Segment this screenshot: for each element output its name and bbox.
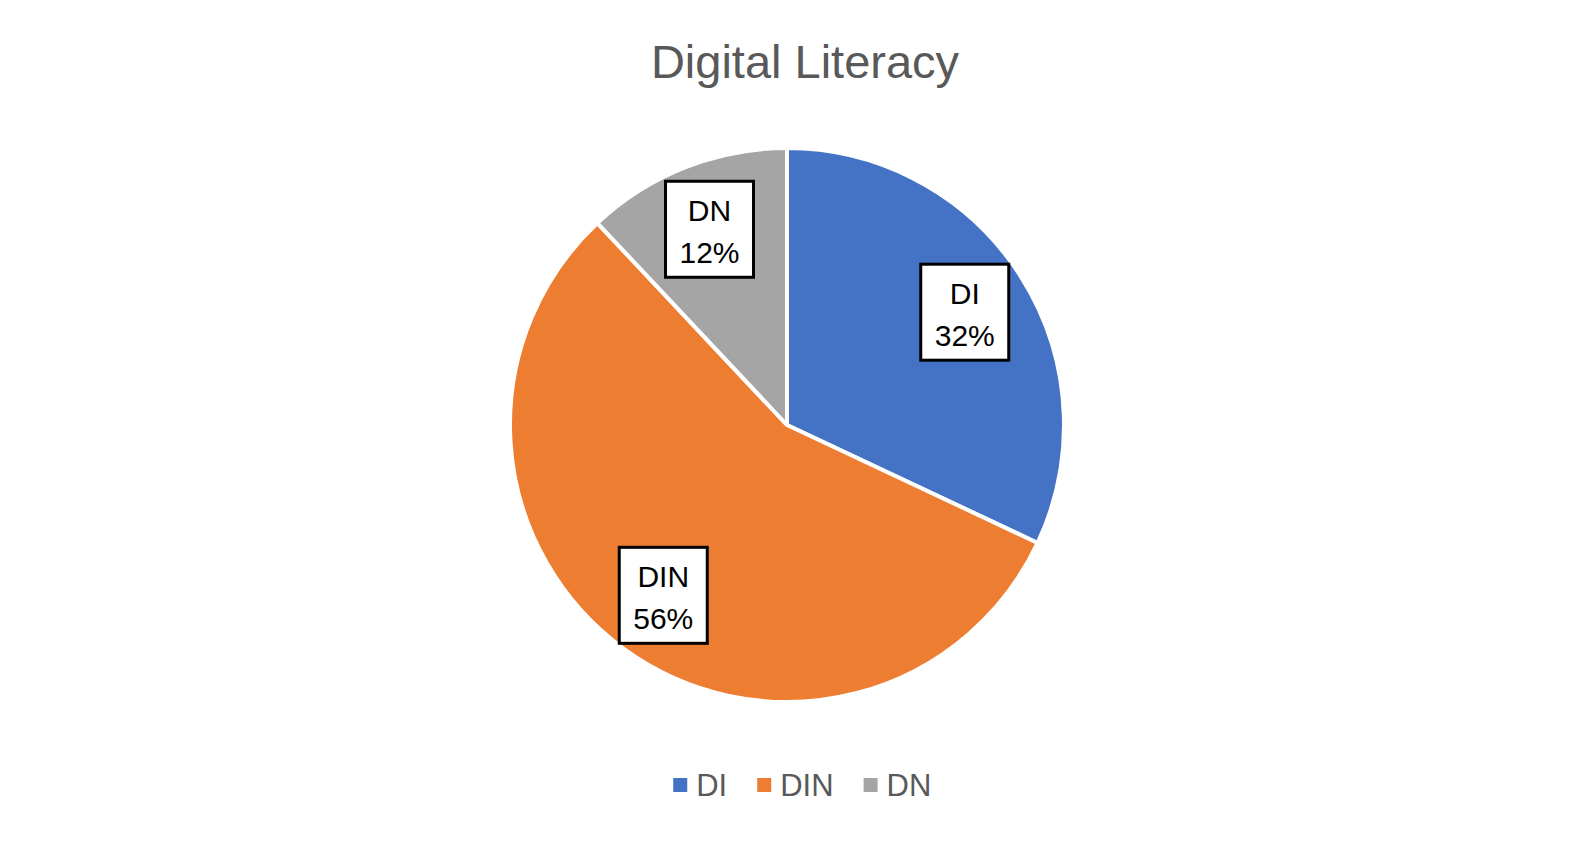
data-label-category: DIN	[637, 560, 689, 593]
data-label-category: DN	[688, 194, 731, 227]
chart-canvas: Digital Literacy DI 32% DIN 56% DN 12% DI DIN DN	[0, 0, 1585, 850]
data-label-box	[921, 264, 1009, 360]
legend-swatch	[864, 778, 878, 792]
legend-swatch	[673, 778, 687, 792]
pie-slices	[510, 148, 1064, 702]
data-label-value: 32%	[935, 319, 995, 352]
data-label-category: DI	[950, 277, 980, 310]
legend-swatch	[757, 778, 771, 792]
data-label-box	[619, 547, 707, 643]
legend-label: DIN	[780, 768, 833, 803]
pie-slice	[597, 148, 787, 425]
legend-label: DN	[887, 768, 932, 803]
chart-title: Digital Literacy	[651, 35, 960, 88]
legend: DI DIN DN	[673, 768, 931, 803]
data-label-value: 56%	[633, 602, 693, 635]
data-label-value: 12%	[679, 236, 739, 269]
legend-label: DI	[696, 768, 727, 803]
data-label-box	[666, 181, 754, 277]
data-labels: DI 32% DIN 56% DN 12%	[619, 181, 1008, 643]
